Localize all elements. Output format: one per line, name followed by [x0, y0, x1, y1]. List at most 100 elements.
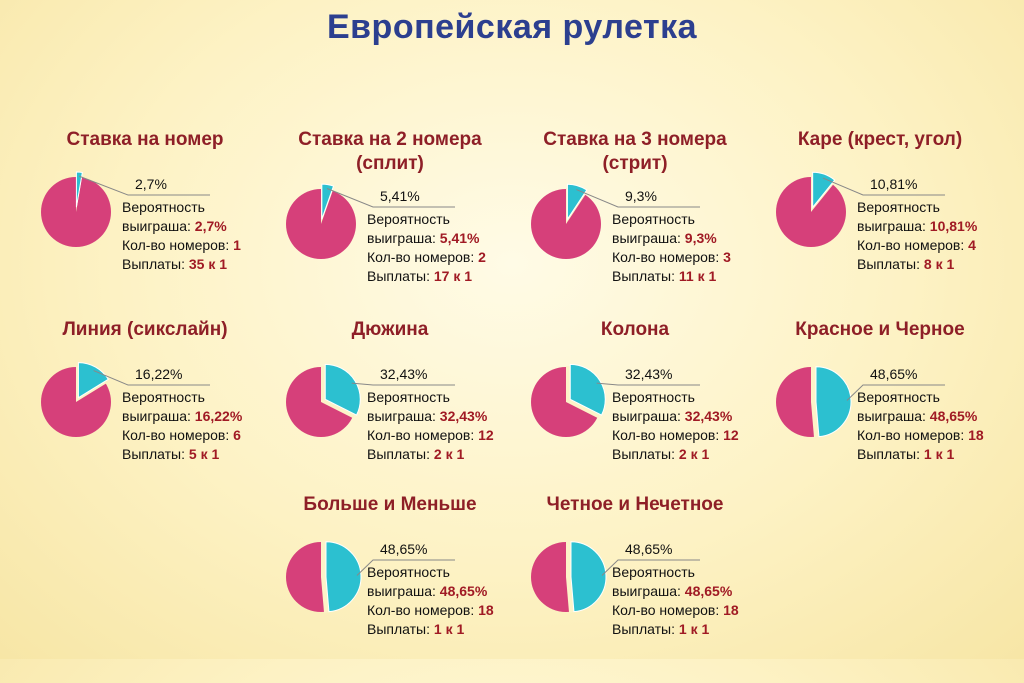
pie-chart: [776, 366, 945, 438]
pie-slice-win: [569, 363, 606, 416]
pie-chart: [531, 183, 700, 259]
numbers-prefix: Кол-во номеров:: [857, 427, 969, 443]
probability-value: 16,22%: [194, 408, 243, 424]
chart-title: Линия (сикслайн): [62, 319, 228, 340]
pie-info: Вероятность выиграша: 48,65% Кол-во номеро…: [367, 563, 494, 639]
payout-line: Выплаты: 8 к 1: [857, 255, 977, 274]
probability-line: выиграша: 2,7%: [122, 217, 241, 236]
pie-slice-win: [75, 171, 83, 208]
chart-card: Ставка на номер 2,7% Вероятность выиграша: …: [40, 128, 280, 318]
numbers-prefix: Кол-во номеров:: [612, 602, 724, 618]
chart-title: Дюжина: [351, 319, 429, 340]
probability-line: выиграша: 5,41%: [367, 229, 486, 248]
pie-chart: [41, 171, 210, 247]
leader-line: [78, 175, 210, 196]
probability-value: 48,65%: [439, 583, 488, 599]
percent-label: 5,41%: [380, 188, 420, 204]
payout-value: 1 к 1: [923, 446, 955, 462]
leader-line: [326, 188, 455, 208]
numbers-value: 12: [723, 427, 739, 443]
pie-slice-win: [321, 183, 335, 220]
probability-value: 48,65%: [929, 408, 978, 424]
chart-card: Ставка на 3 номера (стрит) 9,3% Вероятност…: [530, 128, 770, 318]
numbers-value: 18: [968, 427, 984, 443]
probability-label: Вероятность: [367, 564, 450, 580]
numbers-value: 3: [723, 249, 731, 265]
numbers-line: Кол-во номеров: 3: [612, 248, 731, 267]
pie-slice-win: [324, 363, 361, 416]
probability-label: Вероятность: [367, 389, 450, 405]
pie-info: Вероятность выиграша: 2,7% Кол-во номеров:…: [122, 198, 241, 274]
leader-line: [351, 382, 455, 386]
numbers-line: Кол-во номеров: 18: [612, 601, 739, 620]
payout-value: 1 к 1: [678, 621, 710, 637]
percent-label: 2,7%: [135, 176, 167, 192]
percent-label: 48,65%: [625, 541, 673, 557]
probability-prefix: выиграша:: [857, 218, 930, 234]
percent-label: 32,43%: [380, 366, 428, 382]
numbers-value: 4: [968, 237, 976, 253]
leader-line: [576, 189, 700, 208]
numbers-line: Кол-во номеров: 4: [857, 236, 977, 255]
payout-line: Выплаты: 5 к 1: [122, 445, 242, 464]
pie-chart: [531, 541, 700, 613]
probability-line: выиграша: 32,43%: [367, 407, 494, 426]
probability-value: 9,3%: [684, 230, 717, 246]
payout-line: Выплаты: 2 к 1: [367, 445, 494, 464]
pie-slice-win: [570, 541, 607, 613]
payout-value: 8 к 1: [923, 256, 955, 272]
payout-prefix: Выплаты:: [367, 621, 434, 637]
probability-line: выиграша: 48,65%: [857, 407, 984, 426]
pie-info: Вероятность выиграша: 48,65% Кол-во номеро…: [612, 563, 739, 639]
payout-line: Выплаты: 1 к 1: [857, 445, 984, 464]
leader-line: [93, 370, 210, 386]
payout-value: 11 к 1: [678, 268, 717, 284]
chart-title: Колона: [600, 319, 670, 340]
probability-label: Вероятность: [612, 564, 695, 580]
payout-line: Выплаты: 35 к 1: [122, 255, 241, 274]
pie-info: Вероятность выиграша: 32,43% Кол-во номеро…: [367, 388, 494, 464]
probability-value: 5,41%: [439, 230, 480, 246]
payout-value: 17 к 1: [433, 268, 473, 284]
numbers-prefix: Кол-во номеров:: [367, 602, 479, 618]
leader-line: [822, 177, 945, 196]
payout-prefix: Выплаты:: [857, 256, 924, 272]
probability-line: выиграша: 9,3%: [612, 229, 731, 248]
leader-line: [596, 382, 700, 386]
numbers-value: 6: [233, 427, 241, 443]
numbers-value: 18: [478, 602, 494, 618]
payout-prefix: Выплаты:: [857, 446, 924, 462]
chart-title: Ставка на 2 номера (сплит): [298, 129, 482, 174]
numbers-line: Кол-во номеров: 18: [367, 601, 494, 620]
pie-slice-win: [325, 541, 362, 613]
numbers-prefix: Кол-во номеров:: [857, 237, 969, 253]
leader-line: [846, 384, 945, 401]
pie-chart: [41, 362, 210, 437]
payout-value: 5 к 1: [188, 446, 220, 462]
payout-line: Выплаты: 2 к 1: [612, 445, 739, 464]
pie-chart: [776, 171, 945, 247]
payout-line: Выплаты: 17 к 1: [367, 267, 486, 286]
numbers-value: 1: [233, 237, 241, 253]
probability-line: выиграша: 10,81%: [857, 217, 977, 236]
probability-value: 32,43%: [684, 408, 733, 424]
chart-title: Красное и Черное: [795, 319, 965, 340]
chart-card: Каре (крест, угол) 10,81% Вероятность выигр…: [775, 128, 1015, 318]
payout-prefix: Выплаты:: [612, 268, 679, 284]
numbers-value: 18: [723, 602, 739, 618]
pie-info: Вероятность выиграша: 10,81% Кол-во номеро…: [857, 198, 977, 274]
probability-prefix: выиграша:: [367, 408, 440, 424]
probability-value: 10,81%: [929, 218, 978, 234]
chart-card: Линия (сикслайн) 16,22% Вероятность выиграш…: [40, 318, 280, 508]
probability-label: Вероятность: [367, 211, 450, 227]
payout-value: 2 к 1: [678, 446, 710, 462]
numbers-line: Кол-во номеров: 12: [367, 426, 494, 445]
numbers-prefix: Кол-во номеров:: [122, 237, 234, 253]
payout-value: 1 к 1: [433, 621, 465, 637]
chart-card: Четное и Нечетное 48,65% Вероятность выигра…: [530, 493, 770, 683]
probability-line: выиграша: 48,65%: [367, 582, 494, 601]
probability-prefix: выиграша:: [612, 583, 685, 599]
percent-label: 16,22%: [135, 366, 183, 382]
probability-line: выиграша: 48,65%: [612, 582, 739, 601]
pie-info: Вероятность выиграша: 16,22% Кол-во номеро…: [122, 388, 242, 464]
